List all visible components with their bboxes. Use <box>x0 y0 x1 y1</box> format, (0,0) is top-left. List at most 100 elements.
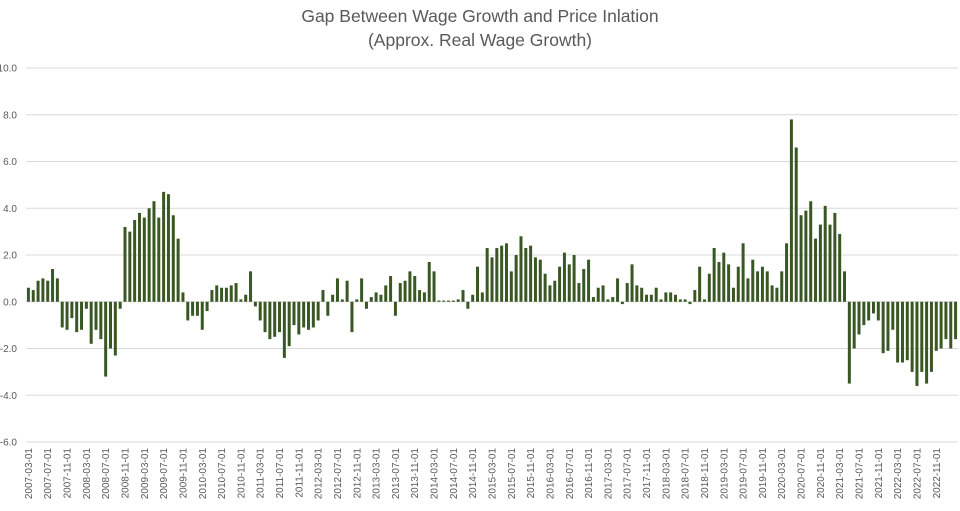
y-tick-label: 4.0 <box>3 204 17 215</box>
bar <box>113 301 117 356</box>
bar <box>794 147 798 302</box>
bar <box>881 301 885 354</box>
bar <box>408 271 412 302</box>
bar <box>205 301 209 312</box>
x-tick-label: 2010-03-01 <box>198 448 209 500</box>
bar <box>273 301 277 337</box>
bar <box>770 285 774 302</box>
y-tick-label: 0.0 <box>3 297 17 308</box>
bar <box>915 301 919 386</box>
bar <box>654 287 658 302</box>
bar <box>171 215 175 302</box>
bar <box>572 255 576 302</box>
bar <box>814 238 818 302</box>
bar <box>89 301 93 344</box>
bar <box>186 301 190 321</box>
bar <box>200 301 204 330</box>
x-tick-label: 2022-07-01 <box>912 448 923 500</box>
x-tick-label: 2020-03-01 <box>777 448 788 500</box>
bar <box>181 292 185 302</box>
x-tick-label: 2009-03-01 <box>140 448 151 500</box>
bar <box>640 287 644 302</box>
bar <box>229 285 233 302</box>
x-tick-label: 2011-11-01 <box>294 448 305 498</box>
bar <box>292 301 296 326</box>
bar <box>220 287 224 302</box>
bar <box>393 301 397 316</box>
bar <box>36 280 40 302</box>
bar <box>606 299 610 302</box>
bar <box>688 301 692 305</box>
bar <box>210 290 214 302</box>
x-tick-label: 2009-11-01 <box>178 448 189 499</box>
bar <box>480 292 484 302</box>
bar <box>775 287 779 302</box>
bar <box>263 301 267 333</box>
bar <box>162 191 166 302</box>
bar <box>224 287 228 302</box>
bar <box>335 278 339 302</box>
bar <box>896 301 900 363</box>
y-tick-label: 10.0 <box>0 64 17 75</box>
x-tick-label: 2015-07-01 <box>507 448 518 500</box>
bar <box>495 247 499 302</box>
bar <box>46 280 50 302</box>
bar <box>616 278 620 302</box>
x-axis-ticks: 2007-03-01 2007-07-01 2007-11-01 2008-03-01… <box>24 448 943 500</box>
bar <box>65 301 69 330</box>
bar <box>147 208 151 302</box>
bar <box>519 236 523 302</box>
bar <box>872 301 875 314</box>
bar <box>789 119 793 302</box>
bars <box>26 119 958 386</box>
bar <box>785 243 789 302</box>
x-tick-label: 2018-07-01 <box>681 448 692 500</box>
x-tick-label: 2021-11-01 <box>874 448 885 499</box>
bar <box>384 285 388 302</box>
bar <box>316 301 320 321</box>
bar <box>765 271 769 302</box>
bar <box>746 278 750 302</box>
bar <box>326 301 330 316</box>
bar <box>900 301 904 363</box>
bar <box>529 245 533 302</box>
bar <box>867 301 871 321</box>
bar <box>838 233 842 302</box>
bar <box>722 252 726 302</box>
bar <box>548 285 552 302</box>
bar <box>287 301 291 347</box>
bar <box>659 299 663 302</box>
bar <box>70 301 74 319</box>
bar <box>698 266 702 302</box>
bar <box>244 294 248 302</box>
bar <box>133 219 137 302</box>
x-tick-label: 2017-07-01 <box>623 448 634 500</box>
x-tick-label: 2019-03-01 <box>719 448 730 500</box>
y-tick-label: 2.0 <box>3 251 17 262</box>
gridlines <box>26 67 958 443</box>
bar <box>166 194 170 302</box>
x-tick-label: 2013-11-01 <box>410 448 421 499</box>
x-tick-label: 2012-07-01 <box>333 448 344 500</box>
x-tick-label: 2022-03-01 <box>893 448 904 500</box>
bar <box>418 290 422 302</box>
bar <box>596 287 600 302</box>
bar <box>509 271 513 302</box>
x-tick-label: 2020-11-01 <box>816 448 827 499</box>
bar <box>587 259 591 302</box>
bar <box>553 280 557 302</box>
bar <box>447 300 451 302</box>
bar <box>809 201 813 302</box>
y-axis-ticks: -6.0 -4.0 -2.0 0.0 2.0 4.0 6.0 8.0 10.0 <box>0 64 17 449</box>
x-tick-label: 2016-03-01 <box>545 448 556 500</box>
bar <box>302 301 306 328</box>
bar <box>504 243 508 302</box>
bar <box>389 276 393 302</box>
bar <box>51 269 55 302</box>
bar <box>611 297 615 302</box>
bar <box>355 299 359 302</box>
bar <box>674 294 677 302</box>
bar <box>471 294 475 302</box>
bar <box>215 285 219 302</box>
